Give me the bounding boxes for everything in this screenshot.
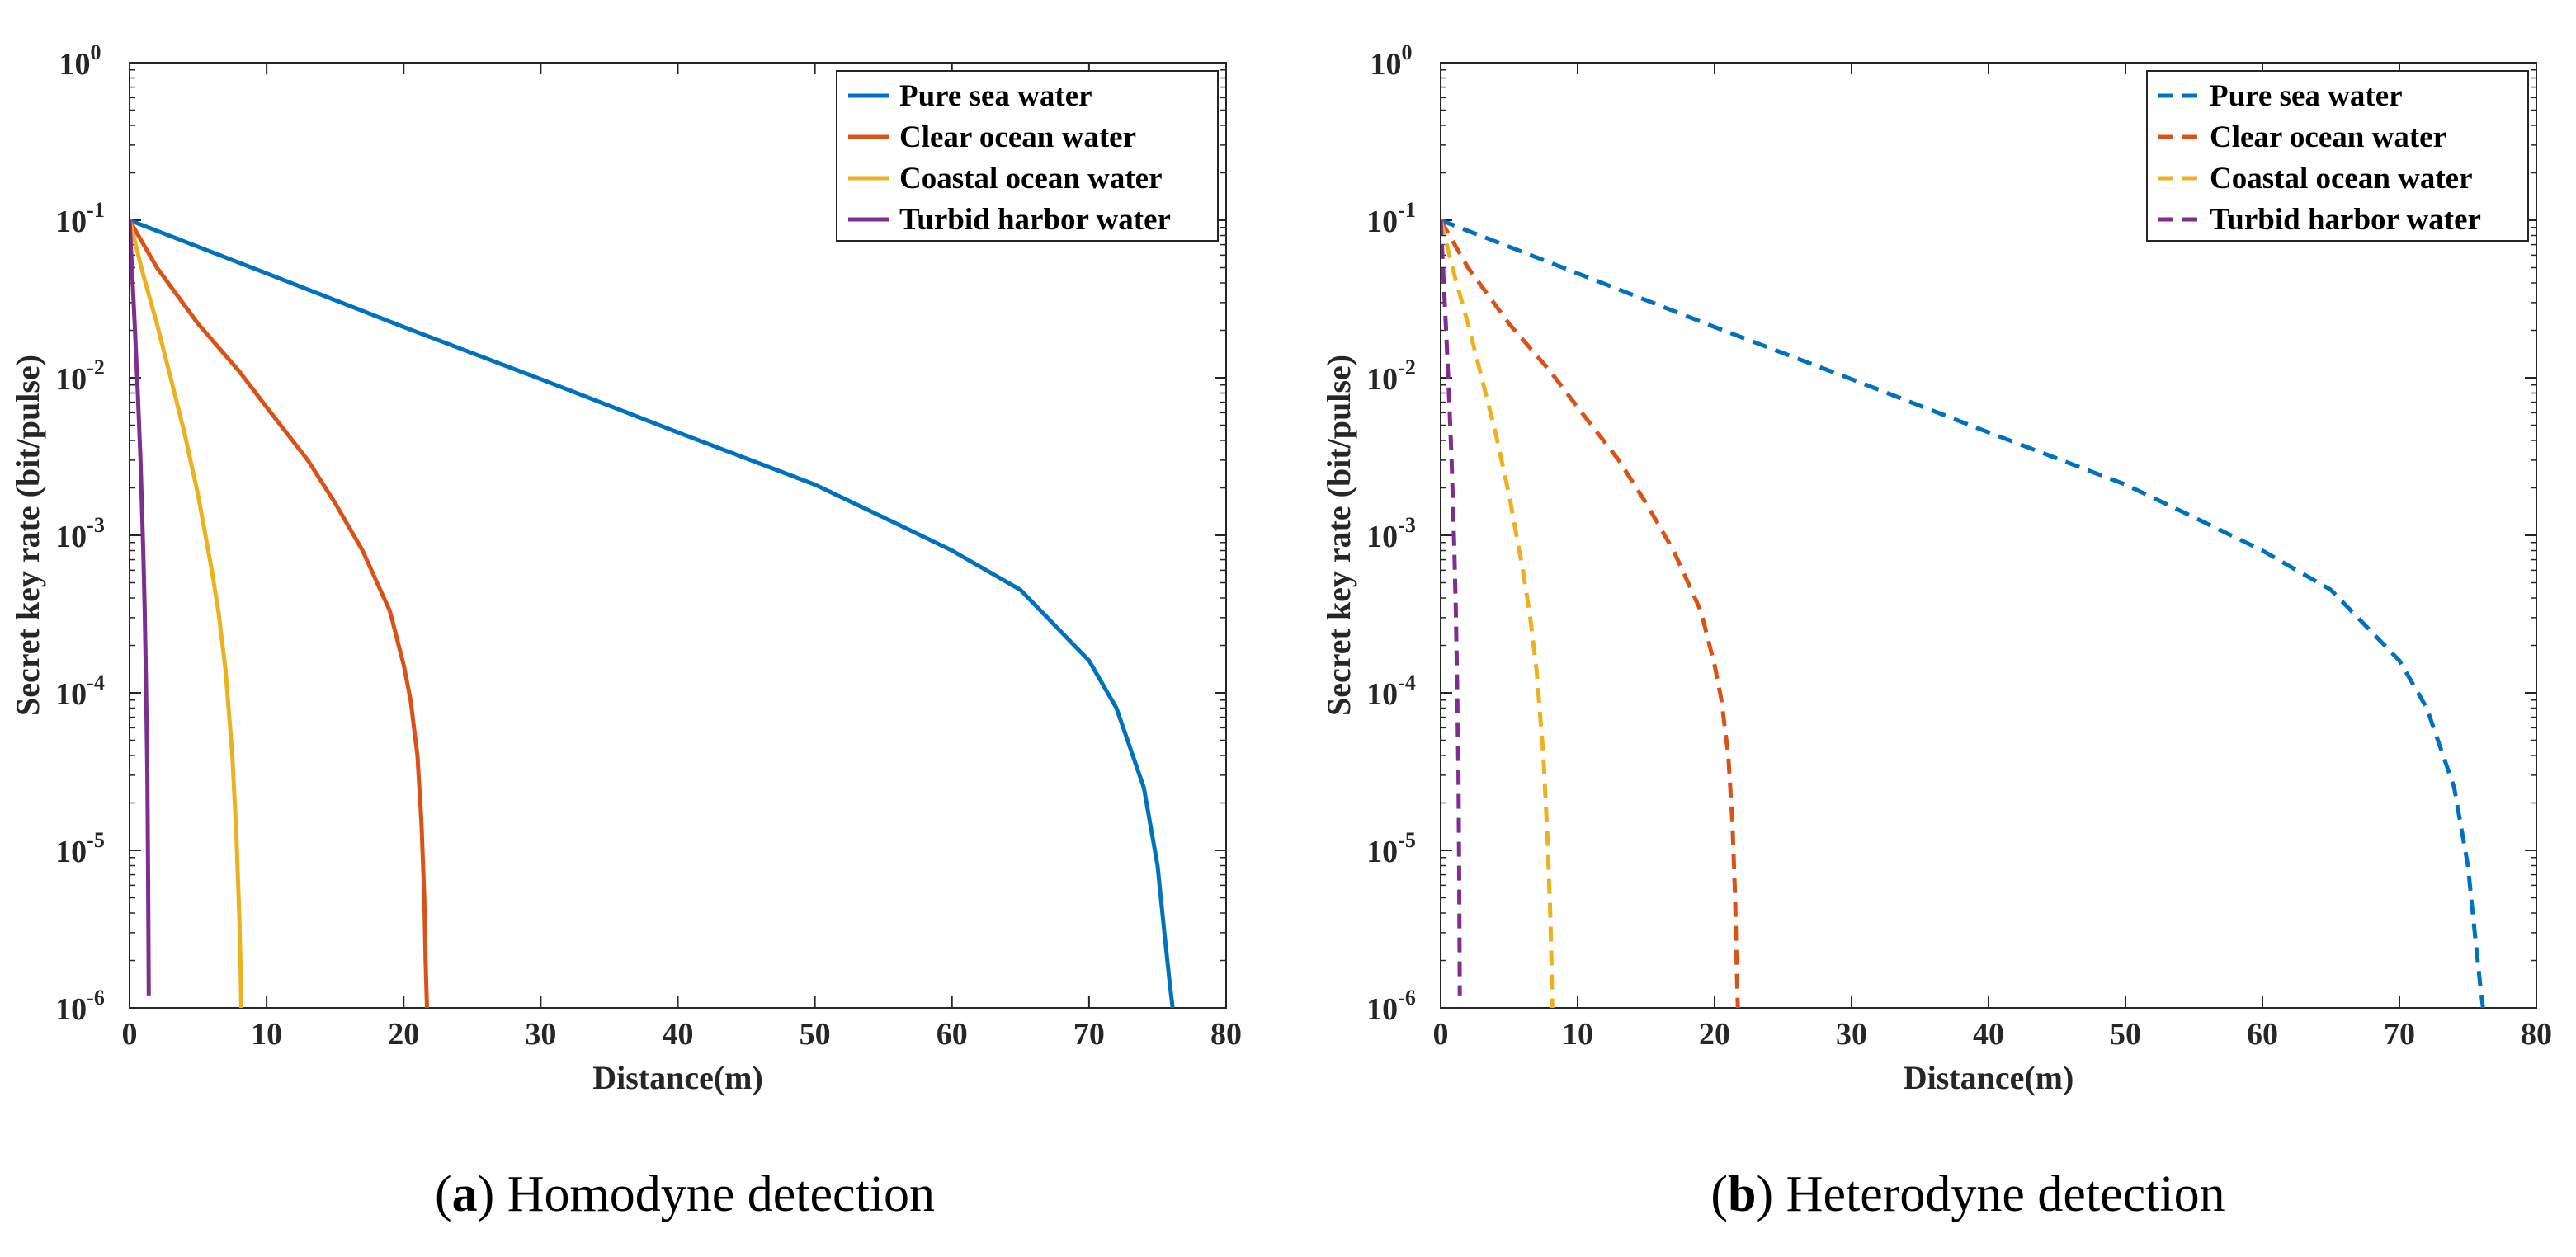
series-line-pure-sea-water	[1441, 218, 2485, 1008]
legend-entry: Turbid harbor water	[899, 203, 1171, 237]
y-tick-label: 10-2	[55, 355, 105, 397]
legend-entry: Coastal ocean water	[899, 162, 1163, 195]
legend-entry: Clear ocean water	[899, 120, 1136, 154]
x-tick-label: 40	[663, 1017, 694, 1052]
x-tick-label: 80	[2521, 1017, 2552, 1052]
y-tick-exponent: -2	[1398, 355, 1416, 379]
caption-paren-open: (	[1710, 1166, 1728, 1222]
panel-b-heterodyne: 0 10 20 30 40 50 60 70 8010010-110-210-310-410-5…	[1320, 40, 2552, 1222]
y-tick-base: 10	[1366, 992, 1398, 1027]
x-tick-label: 60	[937, 1017, 968, 1052]
y-tick-base: 10	[1366, 520, 1398, 554]
panel-caption: (a) Homodyne detection	[435, 1166, 935, 1222]
x-tick-label: 80	[1210, 1017, 1242, 1052]
y-tick-exponent: -2	[87, 355, 105, 379]
y-tick-exponent: -4	[1398, 671, 1416, 694]
y-tick-label: 10-6	[1366, 986, 1416, 1027]
x-tick-label: 20	[388, 1017, 419, 1052]
y-tick-base: 10	[1366, 205, 1398, 239]
y-tick-exponent: -6	[1398, 986, 1416, 1010]
caption-paren-open: (	[435, 1166, 452, 1222]
y-tick-base: 10	[55, 992, 87, 1027]
legend-entry: Pure sea water	[899, 79, 1092, 113]
y-tick-base: 10	[1366, 362, 1398, 397]
y-tick-label: 100	[1371, 40, 1413, 82]
series-line-pure-sea-water	[130, 218, 1175, 1008]
caption-title: Heterodyne detection	[1786, 1166, 2225, 1222]
legend-entry: Coastal ocean water	[2210, 162, 2473, 195]
series-line-turbid-harbor-water	[1441, 219, 1462, 996]
panel-a-homodyne: 0 10 20 30 40 50 60 70 8010010-110-210-310-410-5…	[9, 40, 1242, 1222]
y-tick-exponent: -6	[87, 986, 105, 1010]
series-line-coastal-ocean-water	[130, 219, 243, 1008]
y-tick-base: 10	[1366, 677, 1398, 712]
x-tick-label: 10	[251, 1017, 282, 1052]
y-tick-label: 10-5	[55, 828, 105, 869]
y-tick-label: 10-3	[55, 513, 105, 554]
caption-paren-close: )	[1757, 1166, 1786, 1222]
y-tick-label: 10-4	[1366, 671, 1416, 712]
y-tick-label: 10-3	[1366, 513, 1416, 554]
y-tick-exponent: -3	[87, 513, 105, 537]
y-axis-label: Secret key rate (bit/pulse)	[1320, 355, 1357, 716]
y-tick-exponent: -5	[87, 828, 105, 852]
caption-title: Homodyne detection	[507, 1166, 935, 1222]
caption-letter: b	[1728, 1166, 1756, 1222]
y-tick-exponent: -3	[1398, 513, 1416, 537]
x-tick-label: 30	[525, 1017, 556, 1052]
y-tick-label: 10-6	[55, 986, 105, 1027]
x-tick-label: 60	[2247, 1017, 2278, 1052]
x-tick-label: 0	[122, 1017, 138, 1052]
x-axis-label: Distance(m)	[592, 1059, 763, 1096]
y-tick-label: 10-1	[1366, 198, 1416, 239]
y-tick-exponent: -1	[1398, 198, 1416, 222]
legend-box	[836, 70, 1219, 242]
y-tick-label: 10-2	[1366, 355, 1416, 397]
y-tick-base: 10	[55, 677, 87, 712]
y-tick-base: 10	[55, 362, 87, 397]
x-tick-label: 50	[800, 1017, 831, 1052]
y-axis-label: Secret key rate (bit/pulse)	[9, 355, 46, 716]
x-tick-label: 70	[2384, 1017, 2415, 1052]
legend-entry: Pure sea water	[2210, 79, 2403, 113]
y-tick-exponent: -5	[1398, 828, 1416, 852]
y-tick-base: 10	[55, 205, 87, 239]
panel-caption: (b) Heterodyne detection	[1710, 1166, 2225, 1222]
y-tick-base: 10	[55, 520, 87, 554]
x-tick-label: 50	[2110, 1017, 2141, 1052]
y-tick-base: 10	[1371, 47, 1402, 82]
series-line-clear-ocean-water	[130, 219, 429, 1008]
y-tick-exponent: 0	[91, 40, 101, 64]
y-tick-label: 10-1	[55, 198, 105, 239]
x-tick-label: 10	[1562, 1017, 1593, 1052]
y-tick-label: 10-4	[55, 671, 105, 712]
caption-letter: a	[452, 1166, 478, 1222]
y-tick-label: 10-5	[1366, 828, 1416, 869]
y-tick-base: 10	[59, 47, 91, 82]
legend: Pure sea water Clear ocean water Coastal o…	[2146, 70, 2529, 242]
x-axis-label: Distance(m)	[1904, 1059, 2074, 1096]
legend-entry: Clear ocean water	[2210, 120, 2446, 154]
caption-paren-close: )	[478, 1166, 507, 1222]
series-line-turbid-harbor-water	[130, 219, 151, 996]
y-tick-exponent: -4	[87, 671, 105, 694]
y-tick-base: 10	[55, 835, 87, 869]
legend-entry: Turbid harbor water	[2210, 203, 2481, 237]
series-line-clear-ocean-water	[1441, 219, 1740, 1008]
y-tick-exponent: 0	[1402, 40, 1413, 64]
x-tick-label: 30	[1836, 1017, 1867, 1052]
x-tick-label: 20	[1699, 1017, 1730, 1052]
x-tick-label: 70	[1073, 1017, 1105, 1052]
y-tick-base: 10	[1366, 835, 1398, 869]
y-tick-exponent: -1	[87, 198, 105, 222]
legend-box	[2146, 70, 2529, 242]
x-tick-label: 0	[1433, 1017, 1449, 1052]
legend: Pure sea water Clear ocean water Coastal o…	[836, 70, 1219, 242]
x-tick-label: 40	[1973, 1017, 2004, 1052]
y-tick-label: 100	[59, 40, 101, 82]
